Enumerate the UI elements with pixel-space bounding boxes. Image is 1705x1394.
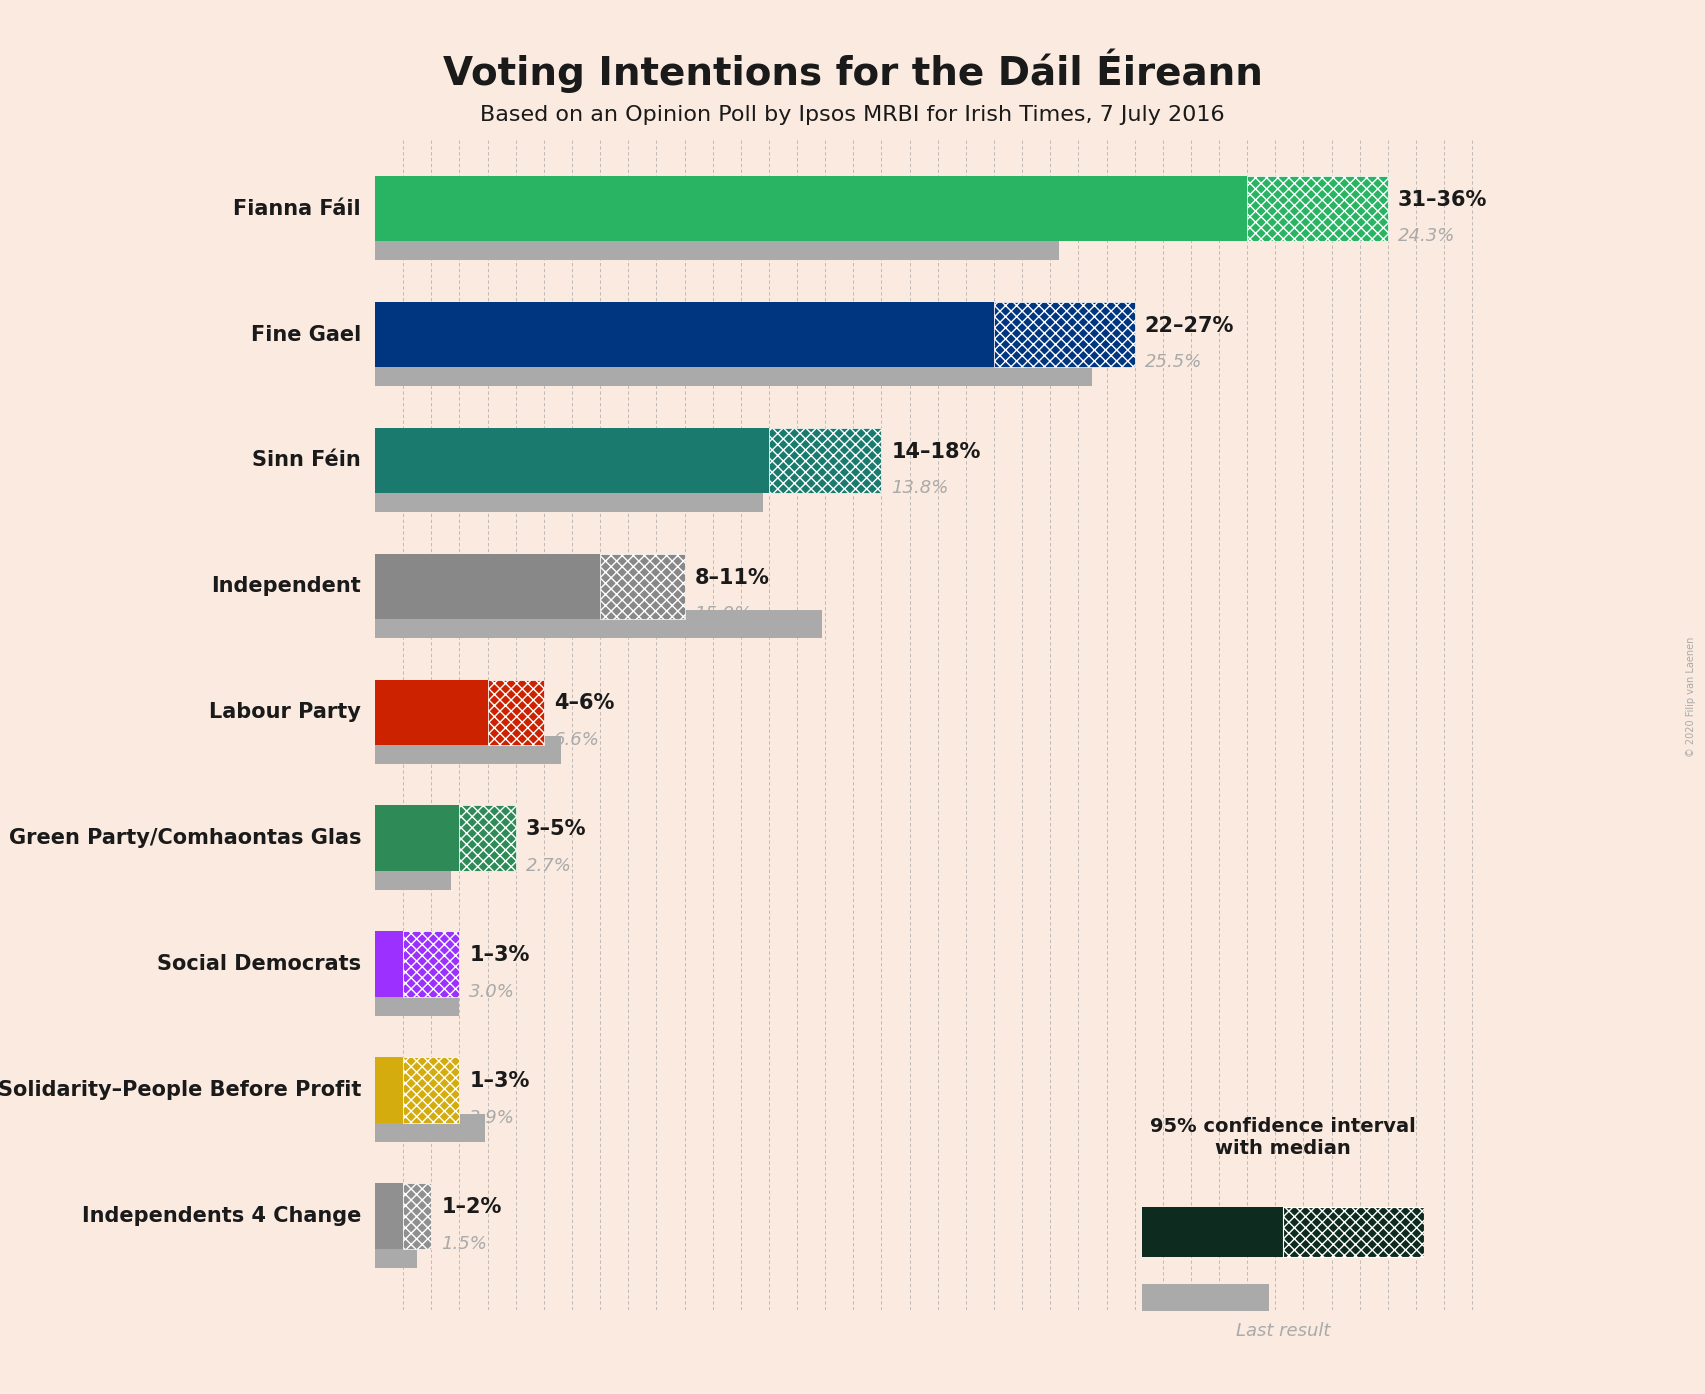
Text: 13.8%: 13.8%: [892, 480, 948, 498]
Text: Fine Gael: Fine Gael: [251, 325, 361, 344]
Bar: [404, 1184, 431, 1249]
Text: Based on an Opinion Poll by Ipsos MRBI for Irish Times, 7 July 2016: Based on an Opinion Poll by Ipsos MRBI f…: [481, 105, 1224, 124]
Bar: [375, 553, 600, 619]
Bar: [1142, 1207, 1284, 1257]
Text: 1–3%: 1–3%: [469, 1071, 530, 1092]
Bar: [375, 1057, 404, 1122]
Bar: [375, 679, 488, 744]
Bar: [375, 806, 460, 871]
Text: 25.5%: 25.5%: [1144, 353, 1202, 371]
Text: Solidarity–People Before Profit: Solidarity–People Before Profit: [0, 1080, 361, 1100]
Text: 3.9%: 3.9%: [469, 1108, 515, 1126]
Bar: [375, 611, 822, 638]
Bar: [460, 806, 517, 871]
Text: 3.0%: 3.0%: [469, 983, 515, 1001]
Text: 24.3%: 24.3%: [1398, 227, 1454, 245]
Text: © 2020 Filip van Laenen: © 2020 Filip van Laenen: [1686, 637, 1696, 757]
Bar: [375, 1239, 418, 1267]
Bar: [375, 176, 1248, 241]
Bar: [375, 861, 452, 889]
Text: Independent: Independent: [211, 576, 361, 597]
Bar: [488, 679, 544, 744]
Text: 15.9%: 15.9%: [694, 605, 752, 623]
Text: 31–36%: 31–36%: [1398, 190, 1487, 210]
Bar: [375, 233, 1059, 261]
Bar: [769, 428, 881, 493]
Bar: [375, 358, 1093, 386]
Text: Last result: Last result: [1236, 1322, 1330, 1340]
Bar: [375, 302, 994, 367]
Text: 1–2%: 1–2%: [442, 1197, 501, 1217]
Text: Independents 4 Change: Independents 4 Change: [82, 1206, 361, 1225]
Bar: [404, 1057, 460, 1122]
Text: Social Democrats: Social Democrats: [157, 953, 361, 974]
Bar: [1284, 1207, 1424, 1257]
Bar: [375, 1184, 404, 1249]
Bar: [600, 553, 685, 619]
Text: Voting Intentions for the Dáil Éireann: Voting Intentions for the Dáil Éireann: [443, 49, 1262, 93]
Text: 22–27%: 22–27%: [1144, 316, 1234, 336]
Text: 14–18%: 14–18%: [892, 442, 980, 461]
Bar: [375, 484, 764, 512]
Text: Sinn Féin: Sinn Féin: [252, 450, 361, 470]
Text: 1–3%: 1–3%: [469, 945, 530, 965]
Text: Green Party/Comhaontas Glas: Green Party/Comhaontas Glas: [9, 828, 361, 848]
Text: 2.7%: 2.7%: [525, 857, 571, 875]
Text: 3–5%: 3–5%: [525, 820, 587, 839]
Bar: [994, 302, 1136, 367]
Bar: [404, 931, 460, 997]
Bar: [375, 428, 769, 493]
Bar: [375, 736, 561, 764]
Text: 8–11%: 8–11%: [694, 567, 769, 587]
Text: 95% confidence interval
with median: 95% confidence interval with median: [1151, 1118, 1415, 1158]
Text: 4–6%: 4–6%: [554, 693, 614, 714]
Text: Fianna Fáil: Fianna Fáil: [234, 199, 361, 219]
Text: 1.5%: 1.5%: [442, 1235, 488, 1253]
Text: Labour Party: Labour Party: [210, 703, 361, 722]
Bar: [1142, 1284, 1269, 1312]
Bar: [375, 988, 460, 1016]
Bar: [375, 931, 404, 997]
Text: 6.6%: 6.6%: [554, 730, 600, 749]
Bar: [375, 1114, 484, 1142]
Bar: [1248, 176, 1388, 241]
